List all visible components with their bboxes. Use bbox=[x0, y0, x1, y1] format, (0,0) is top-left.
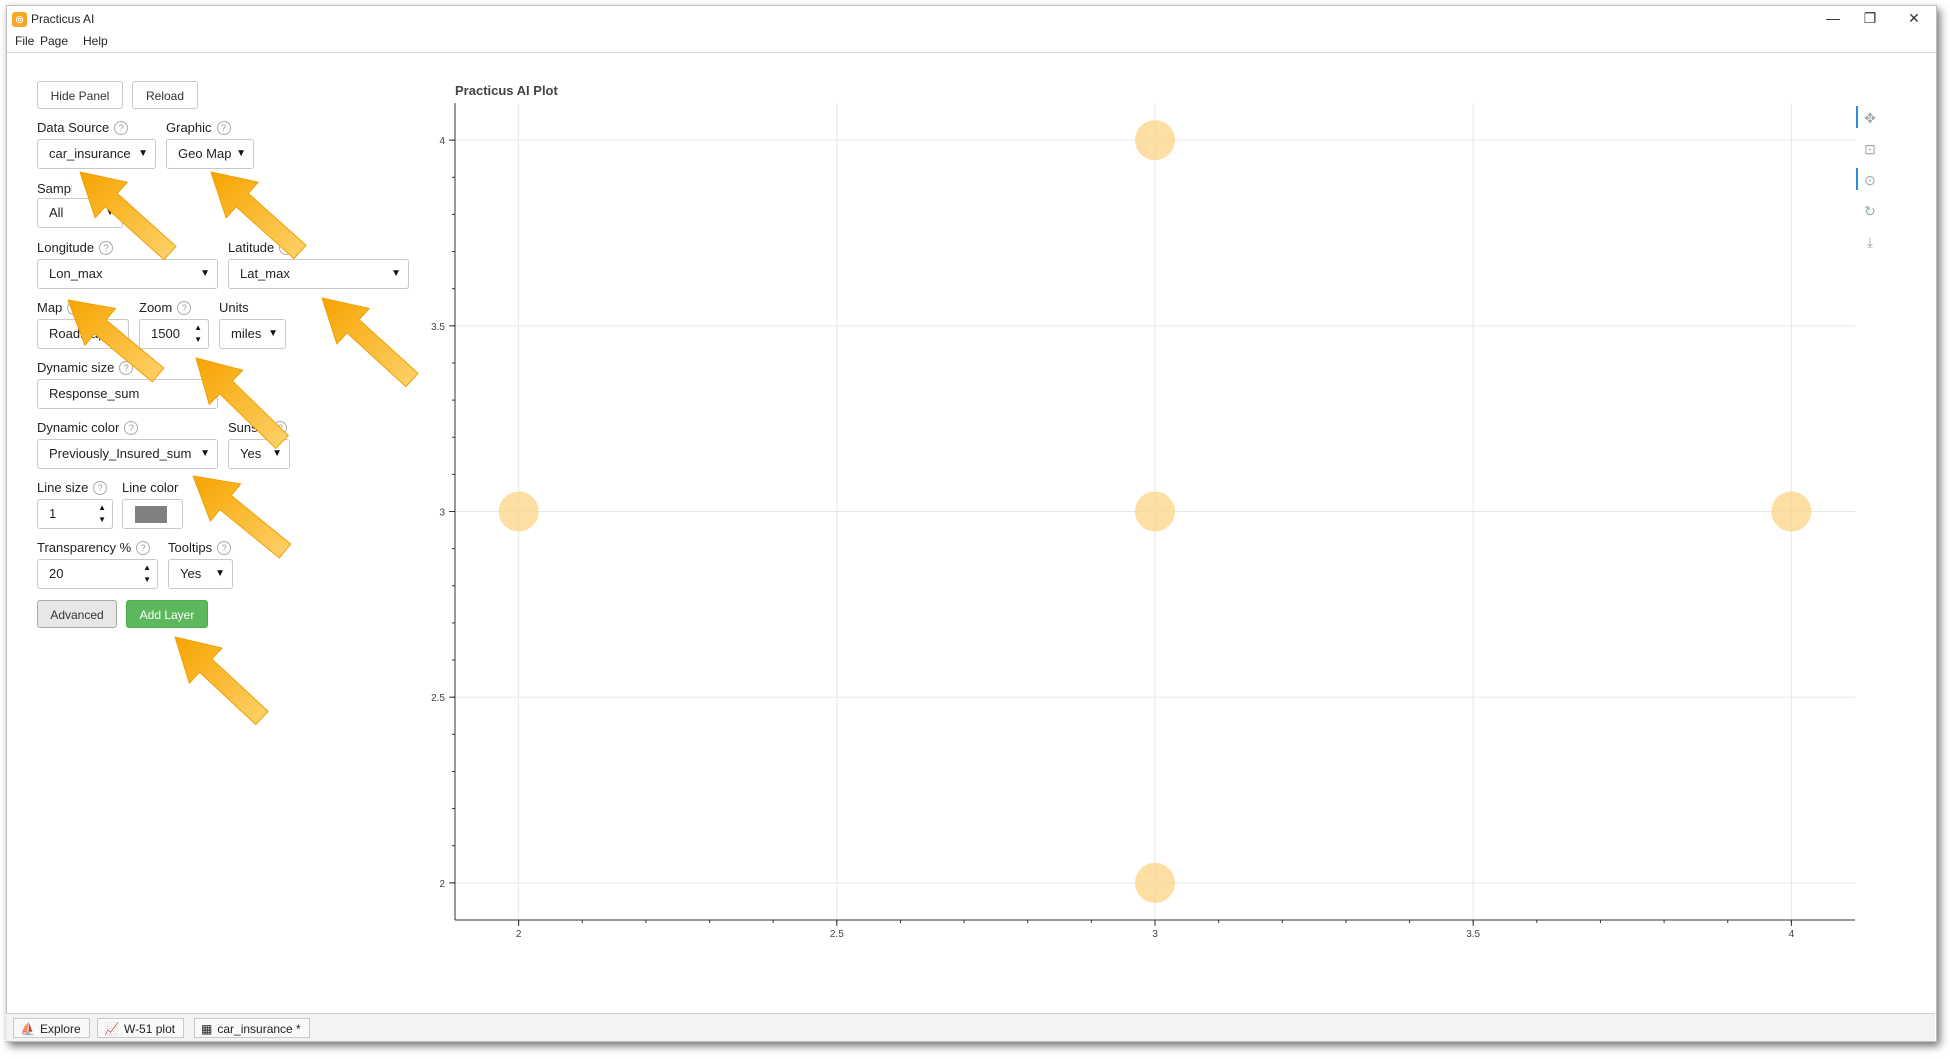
color-swatch bbox=[135, 506, 167, 523]
reload-button[interactable]: Reload bbox=[132, 81, 198, 109]
dropdown-caret-icon: ▼ bbox=[391, 268, 401, 279]
hide-panel-button[interactable]: Hide Panel bbox=[37, 81, 123, 109]
x-tick-label: 4 bbox=[1789, 929, 1795, 940]
spin-up-icon[interactable]: ▲ bbox=[143, 563, 151, 572]
line-color-label: Line color bbox=[122, 480, 179, 495]
box-zoom-icon[interactable]: ⊡ bbox=[1864, 141, 1876, 157]
active-tool-indicator bbox=[1856, 168, 1858, 190]
spin-down-icon[interactable]: ▼ bbox=[98, 515, 106, 524]
dynamic-color-select[interactable]: Previously_Insured_sum ▼ bbox=[37, 439, 218, 469]
longitude-select[interactable]: Lon_max ▼ bbox=[37, 259, 218, 289]
menu-page[interactable]: Page bbox=[40, 34, 69, 48]
app-window: ◎ Practicus AI — ❐ ✕ File Page Help bbox=[6, 5, 1937, 1042]
units-label: Units bbox=[219, 300, 249, 315]
dynamic-size-select[interactable]: Response_sum bbox=[37, 379, 218, 409]
data-source-select[interactable]: car_insurance ▼ bbox=[37, 139, 156, 169]
practicus-logo-icon: ◎ bbox=[12, 12, 27, 27]
help-icon[interactable]: ? bbox=[93, 481, 108, 495]
reset-icon[interactable]: ↻ bbox=[1864, 203, 1876, 219]
dropdown-caret-icon: ▼ bbox=[268, 328, 278, 339]
help-icon[interactable]: ? bbox=[114, 121, 129, 135]
pan-icon[interactable]: ✥ bbox=[1864, 110, 1876, 126]
x-tick-label: 2.5 bbox=[830, 929, 844, 940]
plot-title: Practicus AI Plot bbox=[455, 83, 558, 98]
y-tick-label: 3.5 bbox=[431, 322, 445, 333]
spin-up-icon[interactable]: ▲ bbox=[98, 503, 106, 512]
line-color-picker[interactable] bbox=[122, 499, 183, 529]
y-tick-label: 4 bbox=[439, 136, 445, 147]
dropdown-caret-icon: ▼ bbox=[272, 448, 282, 459]
dropdown-caret-icon: ▼ bbox=[138, 148, 148, 159]
minimize-icon[interactable]: — bbox=[1826, 10, 1840, 26]
data-source-label: Data Source? bbox=[37, 120, 129, 135]
title-bar: ◎ Practicus AI — ❐ ✕ bbox=[7, 6, 1936, 30]
transparency-stepper[interactable]: 20 ▲ ▼ bbox=[37, 559, 158, 589]
y-tick-label: 3 bbox=[439, 508, 445, 519]
transparency-label: Transparency %? bbox=[37, 540, 151, 555]
tab-bar: ⛵ Explore 📈 W-51 plot ▦ car_insurance * bbox=[6, 1013, 1935, 1041]
tab-explore[interactable]: ⛵ Explore bbox=[13, 1018, 90, 1038]
wheel-zoom-icon[interactable]: ⊙ bbox=[1864, 172, 1876, 188]
x-tick-label: 3 bbox=[1152, 929, 1158, 940]
dropdown-caret-icon: ▼ bbox=[236, 148, 246, 159]
x-tick-label: 2 bbox=[516, 929, 522, 940]
scatter-point bbox=[498, 491, 539, 532]
sampling-label: Sampling bbox=[37, 181, 72, 196]
menu-file[interactable]: File bbox=[15, 34, 35, 48]
close-icon[interactable]: ✕ bbox=[1908, 10, 1920, 26]
spin-down-icon[interactable]: ▼ bbox=[194, 335, 202, 344]
menu-bar: File Page Help bbox=[7, 30, 1936, 53]
scatter-point bbox=[1135, 862, 1175, 903]
active-tool-indicator bbox=[1856, 106, 1858, 128]
help-icon[interactable]: ? bbox=[124, 421, 139, 435]
latitude-select[interactable]: Lat_max ▼ bbox=[228, 259, 409, 289]
advanced-button[interactable]: Advanced bbox=[37, 600, 117, 628]
help-icon[interactable]: ? bbox=[216, 121, 231, 135]
scatter-point bbox=[1135, 120, 1175, 161]
tab-w51-plot[interactable]: 📈 W-51 plot bbox=[97, 1018, 185, 1038]
plot-icon: 📈 bbox=[104, 1022, 119, 1036]
table-icon: ▦ bbox=[201, 1022, 213, 1036]
tooltips-select[interactable]: Yes ▼ bbox=[168, 559, 233, 589]
dynamic-color-label: Dynamic color? bbox=[37, 420, 139, 435]
graphic-select[interactable]: Geo Map ▼ bbox=[166, 139, 254, 169]
units-select[interactable]: miles ▼ bbox=[219, 319, 286, 349]
scatter-point bbox=[1771, 491, 1812, 532]
y-tick-label: 2.5 bbox=[431, 693, 445, 704]
dropdown-caret-icon: ▼ bbox=[200, 448, 210, 459]
graphic-label: Graphic? bbox=[166, 120, 231, 135]
explore-icon: ⛵ bbox=[20, 1022, 35, 1036]
y-tick-label: 2 bbox=[439, 879, 445, 890]
menu-help[interactable]: Help bbox=[83, 34, 108, 48]
dropdown-caret-icon: ▼ bbox=[215, 568, 225, 579]
restore-icon[interactable]: ❐ bbox=[1863, 10, 1877, 26]
line-size-label: Line size? bbox=[37, 480, 108, 495]
window-title: Practicus AI bbox=[31, 12, 95, 26]
line-size-stepper[interactable]: 1 ▲ ▼ bbox=[37, 499, 113, 529]
scatter-point bbox=[1135, 491, 1175, 532]
help-icon[interactable]: ? bbox=[136, 541, 151, 555]
dropdown-caret-icon: ▼ bbox=[200, 268, 210, 279]
help-icon[interactable]: ? bbox=[177, 301, 192, 315]
spin-down-icon[interactable]: ▼ bbox=[143, 575, 151, 584]
spin-up-icon[interactable]: ▲ bbox=[194, 323, 202, 332]
x-tick-label: 3.5 bbox=[1466, 929, 1480, 940]
add-layer-button[interactable]: Add Layer bbox=[126, 600, 208, 628]
tab-car-insurance[interactable]: ▦ car_insurance * bbox=[194, 1018, 310, 1038]
save-icon[interactable]: ⤓ bbox=[1866, 234, 1874, 250]
